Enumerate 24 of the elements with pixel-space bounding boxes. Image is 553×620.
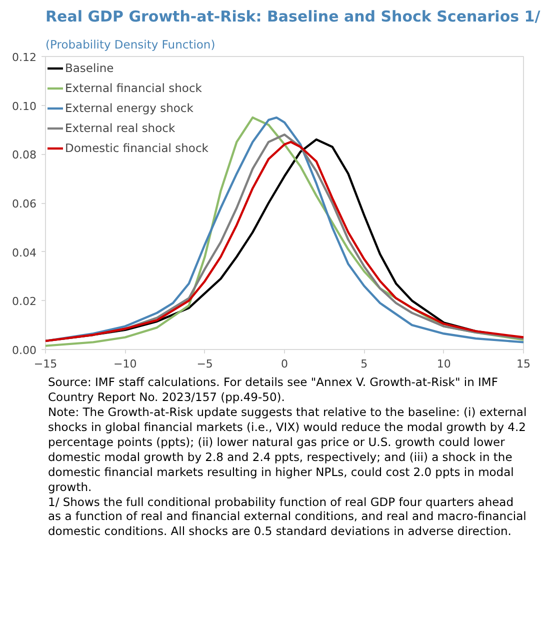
source-note: Source: IMF staff calculations. For details see "Annex V. Growth-at-Risk" in IMF Country Report No. 2023/157 (pp.49-50). <box>48 375 499 405</box>
x-tick-label: 10 <box>436 358 451 370</box>
y-tick-label: 0.02 <box>12 295 37 308</box>
x-tick-label: 0 <box>281 358 288 370</box>
text: 1/ Shows the full conditional probability function of real GDP four quarters ahead as a function of real and financial external conditions, and real and macro-financial domestic conditions. All shocks are 0.5 standard deviations in adverse direction. <box>48 494 528 540</box>
x-tick-label: −15 <box>34 358 58 370</box>
y-tick-label: 0.00 <box>12 344 37 357</box>
legend-label: Domestic financial shock <box>65 141 208 155</box>
x-tick-label: 15 <box>516 358 530 370</box>
y-tick-label: 0.12 <box>12 51 37 64</box>
y-tick-label: 0.08 <box>12 148 37 162</box>
chart-title: Real GDP Growth-at-Risk: Baseline and Shock Scenarios 1/ <box>46 8 541 26</box>
x-tick-label: −10 <box>114 358 137 370</box>
x-tick-label: −5 <box>196 358 213 370</box>
y-tick-label: 0.06 <box>12 198 37 210</box>
x-tick-label: 5 <box>360 358 368 370</box>
legend-label: External real shock <box>65 121 176 135</box>
text: Note: The Growth-at-Risk update suggests that relative to the baseline: (i) external shocks in global financial markets (i.e., VIX) would reduce the modal growth by 4.2 percentage points (ppts); (ii) lower natural gas price or U.S. growth could lower domestic modal growth by 2.8 and 2.4 ppts, respectively; and (iii) a shock in the domestic financial markets resulting in higher NPLs, could cost 2.0 ppts in modal growth. <box>48 404 528 494</box>
chart-subtitle: (Probability Density Function) <box>46 38 216 52</box>
y-tick-label: 0.10 <box>12 100 37 113</box>
legend-label: Baseline <box>65 61 114 75</box>
legend-label: External energy shock <box>65 101 194 115</box>
y-tick-label: 0.04 <box>12 246 37 260</box>
legend-label: External financial shock <box>65 81 202 95</box>
